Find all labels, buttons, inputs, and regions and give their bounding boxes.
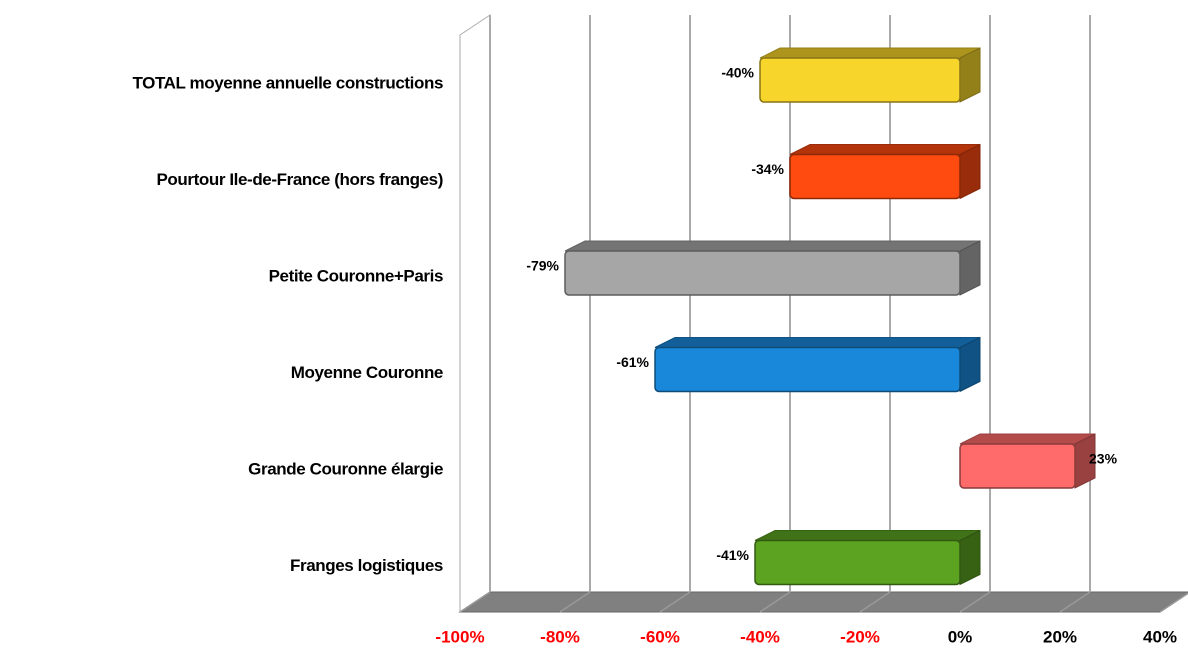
bar-side <box>959 336 981 393</box>
value-label: -79% <box>526 258 559 274</box>
bar-side <box>959 529 981 586</box>
floor-grid-line <box>559 591 591 613</box>
x-tick-label: -80% <box>540 627 580 646</box>
x-tick-label: -40% <box>740 627 780 646</box>
value-label: -61% <box>616 354 649 370</box>
floor-grid-line <box>959 591 991 613</box>
left-wall <box>459 14 491 613</box>
bar <box>789 153 961 200</box>
value-label: -34% <box>751 161 784 177</box>
value-label: 23% <box>1089 451 1118 467</box>
bar-side <box>959 143 981 200</box>
x-tick-label: 0% <box>948 627 973 646</box>
x-tick-label: -60% <box>640 627 680 646</box>
floor-grid-line <box>859 591 891 613</box>
category-label: Pourtour Ile-de-France (hors franges) <box>156 170 443 189</box>
bar-top <box>754 530 981 541</box>
bar-top <box>959 433 1096 445</box>
value-label: -40% <box>721 65 754 81</box>
bar-top <box>654 337 981 348</box>
bar <box>959 443 1076 489</box>
value-label: -41% <box>716 547 749 563</box>
category-label: Grande Couronne élargie <box>248 459 443 478</box>
bar <box>754 539 961 586</box>
bar <box>759 57 961 103</box>
category-label: Moyenne Couronne <box>291 363 443 382</box>
bar-top <box>759 47 981 59</box>
floor-grid-line <box>659 591 691 613</box>
bar-side <box>959 240 981 296</box>
category-label: TOTAL moyenne annuelle constructions <box>132 73 443 92</box>
x-tick-label: -100% <box>435 627 484 646</box>
category-label: Petite Couronne+Paris <box>269 266 443 285</box>
floor-grid-line <box>759 591 791 613</box>
bar-top <box>789 144 981 155</box>
x-tick-label: -20% <box>840 627 880 646</box>
bar <box>654 346 961 393</box>
bar-top <box>564 240 981 252</box>
bar <box>564 250 961 296</box>
x-tick-label: 40% <box>1143 627 1177 646</box>
x-tick-label: 20% <box>1043 627 1077 646</box>
floor <box>458 591 1188 613</box>
floor-grid-line <box>459 591 491 613</box>
floor-grid-line <box>1059 591 1091 613</box>
floor-grid-line <box>1159 592 1188 613</box>
bar-side <box>959 47 981 103</box>
category-label: Franges logistiques <box>290 556 443 575</box>
